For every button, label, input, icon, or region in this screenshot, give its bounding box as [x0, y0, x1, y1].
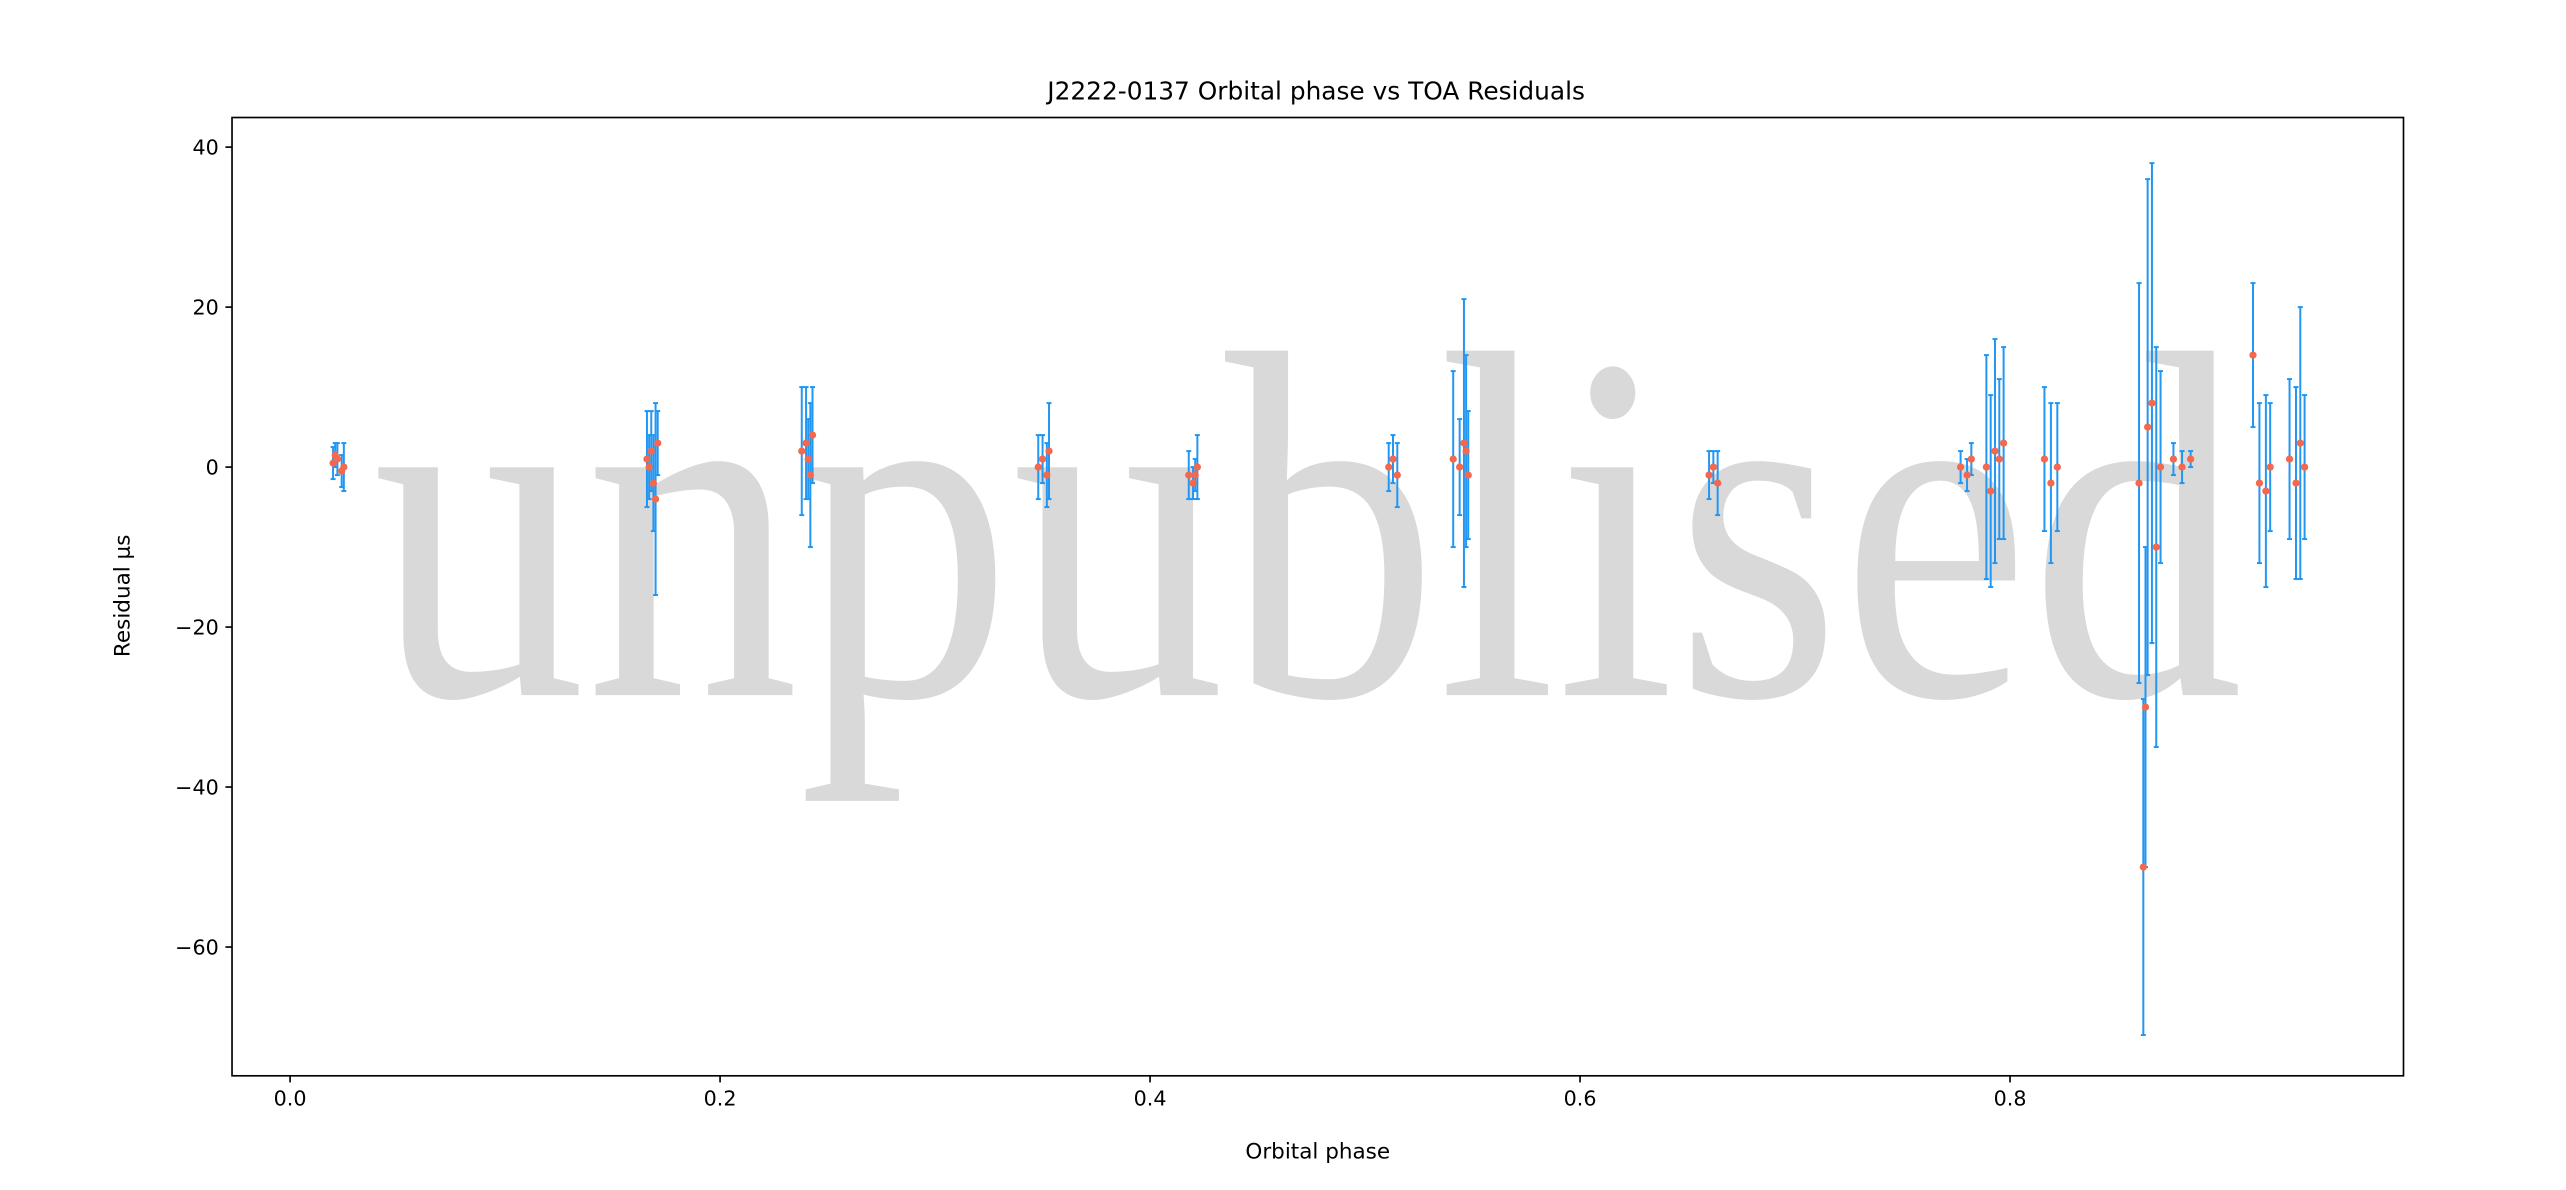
data-point	[1462, 447, 1470, 455]
data-point	[651, 495, 660, 503]
data-point	[2255, 479, 2264, 487]
data-point	[1456, 463, 1464, 471]
y-tick-label: −60	[175, 935, 219, 959]
data-point	[2296, 439, 2304, 447]
data-point	[806, 471, 815, 479]
data-point	[1393, 471, 1401, 479]
data-point	[1991, 447, 1999, 455]
data-point	[1034, 463, 1042, 471]
data-point	[2266, 463, 2274, 471]
data-point	[1460, 439, 1468, 447]
y-tick-label: 0	[206, 456, 219, 480]
data-point	[1709, 463, 1717, 471]
data-point	[808, 431, 817, 439]
data-point	[1038, 455, 1047, 463]
data-point	[1389, 455, 1397, 463]
data-point	[654, 439, 662, 447]
data-point	[2139, 863, 2147, 871]
data-point	[2141, 703, 2150, 711]
data-point	[1045, 447, 1053, 455]
data-point	[1987, 487, 1995, 495]
x-tick-label: 0.6	[1564, 1087, 1597, 1111]
data-point	[2156, 463, 2165, 471]
y-tick-label: 40	[192, 136, 218, 160]
data-point	[1967, 455, 1975, 463]
data-point	[1191, 471, 1199, 479]
x-tick-label: 0.8	[1994, 1087, 2027, 1111]
data-point	[1385, 463, 1393, 471]
plot-area	[329, 162, 2309, 1036]
x-tick-label: 0.0	[274, 1087, 307, 1111]
x-tick-label: 0.4	[1134, 1087, 1167, 1111]
data-point	[2144, 423, 2152, 431]
data-point	[1999, 439, 2008, 447]
data-point	[331, 451, 339, 459]
chart-title: J2222-0137 Orbital phase vs TOA Residual…	[1045, 76, 1585, 105]
data-point	[2148, 399, 2156, 407]
data-point	[1982, 463, 1991, 471]
data-point	[2186, 455, 2195, 463]
data-point	[802, 439, 810, 447]
data-point	[1189, 479, 1197, 487]
data-point	[1185, 471, 1193, 479]
data-point	[2292, 479, 2300, 487]
data-point	[1705, 471, 1713, 479]
data-point	[1714, 479, 1722, 487]
data-point	[804, 455, 812, 463]
data-point	[647, 447, 655, 455]
data-point	[2152, 543, 2160, 551]
data-point	[643, 455, 651, 463]
data-point	[649, 479, 658, 487]
data-point	[798, 447, 806, 455]
x-tick-label: 0.2	[704, 1087, 737, 1111]
data-point	[1963, 471, 1971, 479]
data-point	[1464, 471, 1472, 479]
data-point	[2285, 455, 2294, 463]
y-tick-label: −40	[175, 775, 219, 799]
data-point	[1449, 455, 1457, 463]
data-point	[645, 463, 653, 471]
axes-frame	[231, 116, 2405, 1077]
data-point	[1043, 471, 1051, 479]
data-point	[2047, 479, 2055, 487]
x-axis-label: Orbital phase	[1245, 1140, 1390, 1165]
data-point	[1995, 455, 2003, 463]
watermark: unpublised	[373, 254, 2243, 804]
data-point	[2178, 463, 2186, 471]
data-point	[1956, 463, 1965, 471]
data-point	[2040, 455, 2049, 463]
data-point	[1193, 463, 1201, 471]
data-point	[2249, 351, 2257, 359]
data-point	[2135, 479, 2143, 487]
data-point	[2300, 463, 2309, 471]
y-axis-label: Residual μs	[110, 535, 135, 658]
data-point	[2053, 463, 2061, 471]
data-point	[340, 463, 348, 471]
y-tick-label: 20	[192, 296, 218, 320]
y-tick-label: −20	[175, 615, 219, 639]
data-point	[2262, 487, 2270, 495]
data-point	[2169, 455, 2178, 463]
